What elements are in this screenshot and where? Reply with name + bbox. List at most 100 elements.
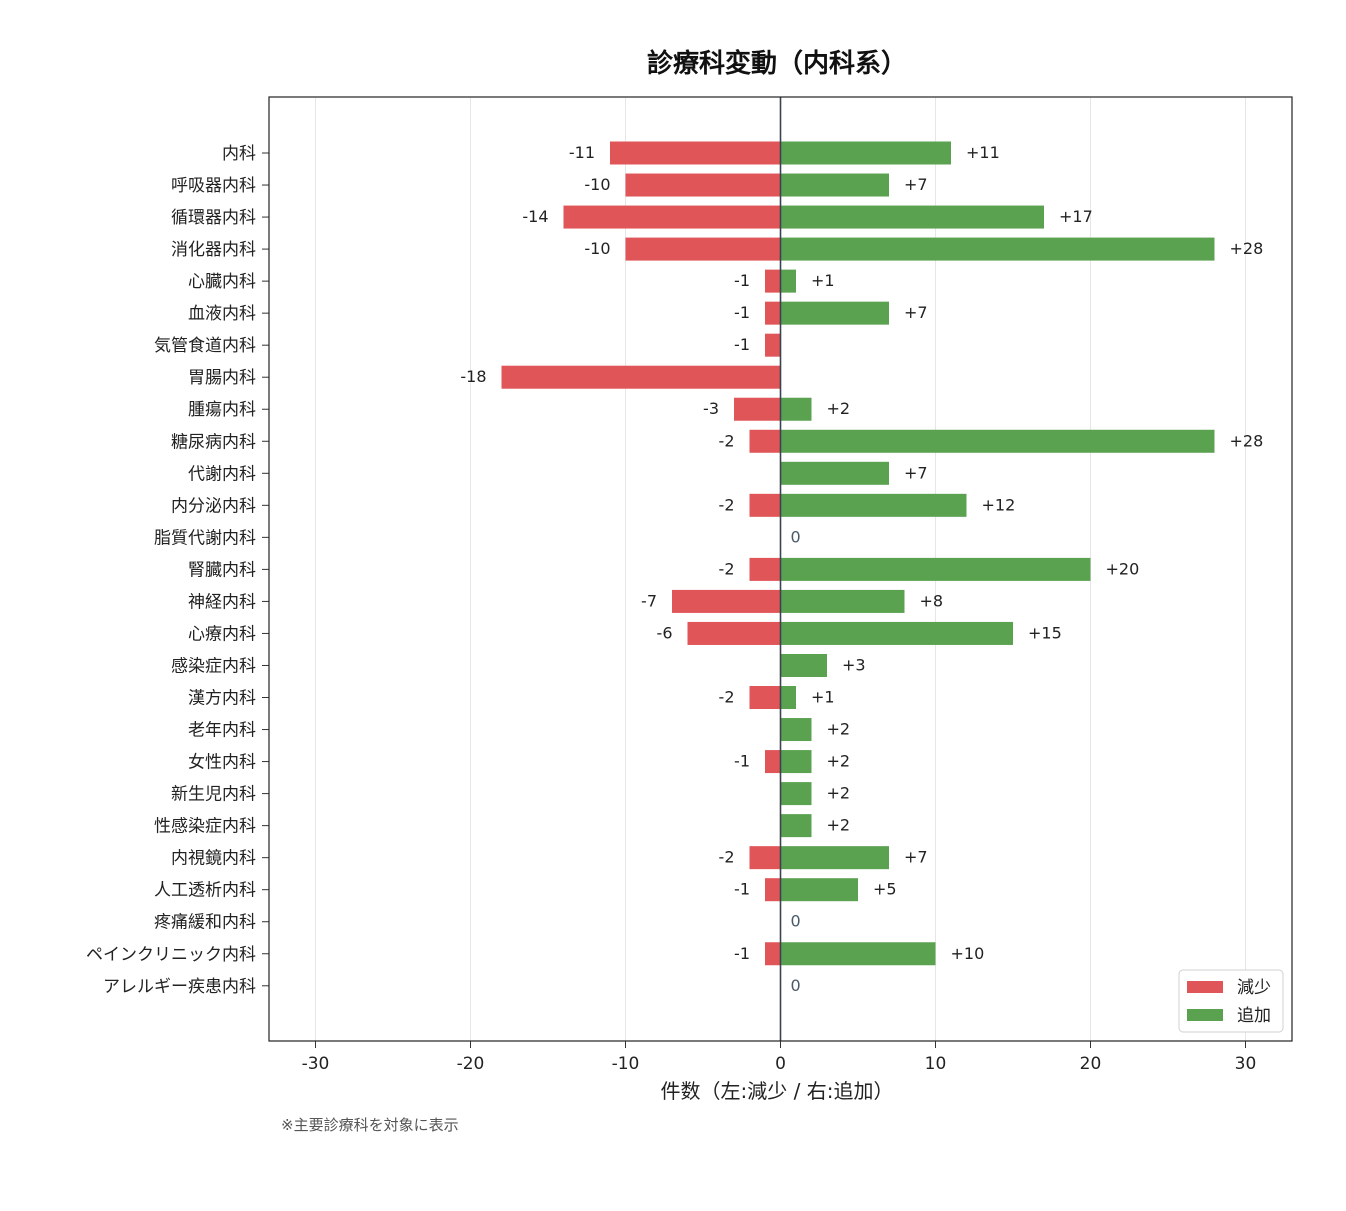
value-label-increase: +28 bbox=[1230, 239, 1264, 258]
value-label-decrease: -18 bbox=[460, 367, 486, 386]
bar-decrease bbox=[610, 141, 781, 165]
x-tick-label: 30 bbox=[1235, 1054, 1257, 1074]
bar-decrease bbox=[765, 878, 781, 902]
legend-swatch bbox=[1187, 981, 1223, 993]
y-tick-label: 循環器内科 bbox=[171, 208, 256, 228]
y-tick-label: アレルギー疾患内科 bbox=[103, 977, 256, 997]
value-label-increase: +7 bbox=[904, 463, 928, 482]
y-tick-label: 血液内科 bbox=[188, 304, 256, 324]
value-label-decrease: -1 bbox=[734, 944, 750, 963]
bar-increase bbox=[780, 718, 812, 742]
value-label-decrease: -7 bbox=[641, 591, 657, 610]
value-label-increase: +7 bbox=[904, 303, 928, 322]
value-label-decrease: -14 bbox=[522, 207, 548, 226]
y-tick-label: 内分泌内科 bbox=[171, 496, 256, 516]
value-label-increase: +10 bbox=[951, 944, 985, 963]
y-tick-label: 代謝内科 bbox=[188, 464, 256, 484]
bar-increase bbox=[780, 141, 951, 165]
value-label-decrease: -3 bbox=[703, 399, 719, 418]
value-label-increase: +15 bbox=[1028, 623, 1062, 642]
bar-decrease bbox=[749, 429, 781, 453]
bar-increase bbox=[780, 878, 858, 902]
legend-swatch bbox=[1187, 1009, 1223, 1021]
bar-increase bbox=[780, 301, 889, 325]
bar-increase bbox=[780, 750, 812, 774]
bar-decrease bbox=[749, 686, 781, 710]
legend-label: 減少 bbox=[1237, 978, 1271, 998]
bar-increase bbox=[780, 397, 812, 421]
bar-decrease bbox=[765, 750, 781, 774]
value-labels: -11 +11-10 +7-14 +17-10 +28-1 +1-1 +7-1-18-3 +2… bbox=[460, 143, 1263, 995]
value-label-increase: 0 bbox=[791, 976, 801, 995]
bar-increase bbox=[780, 621, 1013, 645]
y-tick-label: 内科 bbox=[222, 144, 256, 164]
bar-increase bbox=[780, 782, 812, 806]
y-tick-label: 女性内科 bbox=[188, 753, 256, 773]
value-label-decrease: -10 bbox=[584, 175, 610, 194]
bar-increase bbox=[780, 589, 905, 613]
value-label-increase: +7 bbox=[904, 175, 928, 194]
value-label-decrease: -2 bbox=[719, 495, 735, 514]
footnote: ※主要診療科を対象に表示 bbox=[281, 1116, 459, 1134]
bar-decrease bbox=[765, 269, 781, 293]
value-label-increase: +7 bbox=[904, 848, 928, 867]
bar-decrease bbox=[749, 557, 781, 581]
value-label-increase: +17 bbox=[1059, 207, 1093, 226]
y-tick-label: 性感染症内科 bbox=[154, 817, 256, 837]
bars bbox=[501, 141, 1215, 966]
value-label-decrease: -1 bbox=[734, 752, 750, 771]
value-label-increase: +1 bbox=[811, 688, 835, 707]
bar-decrease bbox=[563, 205, 781, 229]
value-label-decrease: -1 bbox=[734, 271, 750, 290]
x-tick-label: -10 bbox=[612, 1054, 640, 1074]
value-label-decrease: -1 bbox=[734, 303, 750, 322]
value-label-decrease: -2 bbox=[719, 431, 735, 450]
value-label-increase: +1 bbox=[811, 271, 835, 290]
value-label-decrease: -6 bbox=[657, 623, 673, 642]
value-label-increase: +3 bbox=[842, 655, 866, 674]
value-label-increase: +11 bbox=[966, 143, 1000, 162]
bar-increase bbox=[780, 557, 1091, 581]
bar-decrease bbox=[749, 493, 781, 517]
bar-decrease bbox=[672, 589, 781, 613]
bar-increase bbox=[780, 205, 1044, 229]
bar-decrease bbox=[765, 301, 781, 325]
x-tick-label: 20 bbox=[1080, 1054, 1102, 1074]
value-label-increase: +2 bbox=[827, 720, 851, 739]
y-tick-label: 漢方内科 bbox=[188, 689, 256, 709]
value-label-decrease: -10 bbox=[584, 239, 610, 258]
value-label-increase: 0 bbox=[791, 912, 801, 931]
value-label-decrease: -2 bbox=[719, 848, 735, 867]
bar-increase bbox=[780, 846, 889, 870]
bar-increase bbox=[780, 429, 1215, 453]
y-tick-label: 呼吸器内科 bbox=[171, 176, 256, 196]
axes: 内科呼吸器内科循環器内科消化器内科心臓内科血液内科気管食道内科胃腸内科腫瘍内科糖… bbox=[86, 96, 1293, 1074]
value-label-increase: +2 bbox=[827, 784, 851, 803]
x-axis-label: 件数（左:減少 / 右:追加） bbox=[661, 1079, 894, 1103]
x-tick-label: -20 bbox=[457, 1054, 485, 1074]
x-tick-label: 0 bbox=[775, 1054, 786, 1074]
y-tick-label: 心臓内科 bbox=[188, 272, 256, 292]
y-tick-label: 人工透析内科 bbox=[154, 881, 256, 901]
value-label-increase: 0 bbox=[791, 527, 801, 546]
y-tick-label: 老年内科 bbox=[188, 721, 256, 741]
y-tick-label: 消化器内科 bbox=[171, 240, 256, 260]
y-tick-label: 神経内科 bbox=[188, 592, 256, 612]
bar-increase bbox=[780, 461, 889, 485]
bar-increase bbox=[780, 173, 889, 197]
bar-decrease bbox=[687, 621, 781, 645]
value-label-decrease: -11 bbox=[569, 143, 595, 162]
x-tick-label: -30 bbox=[302, 1054, 330, 1074]
value-label-increase: +20 bbox=[1106, 559, 1140, 578]
y-tick-label: 腎臓内科 bbox=[188, 560, 256, 580]
y-tick-label: 腫瘍内科 bbox=[188, 400, 256, 420]
bar-decrease bbox=[734, 397, 781, 421]
y-tick-label: 胃腸内科 bbox=[188, 368, 256, 388]
bar-increase bbox=[780, 942, 936, 966]
x-tick-label: 10 bbox=[925, 1054, 947, 1074]
legend-label: 追加 bbox=[1237, 1006, 1271, 1026]
value-label-decrease: -2 bbox=[719, 559, 735, 578]
value-label-increase: +2 bbox=[827, 752, 851, 771]
